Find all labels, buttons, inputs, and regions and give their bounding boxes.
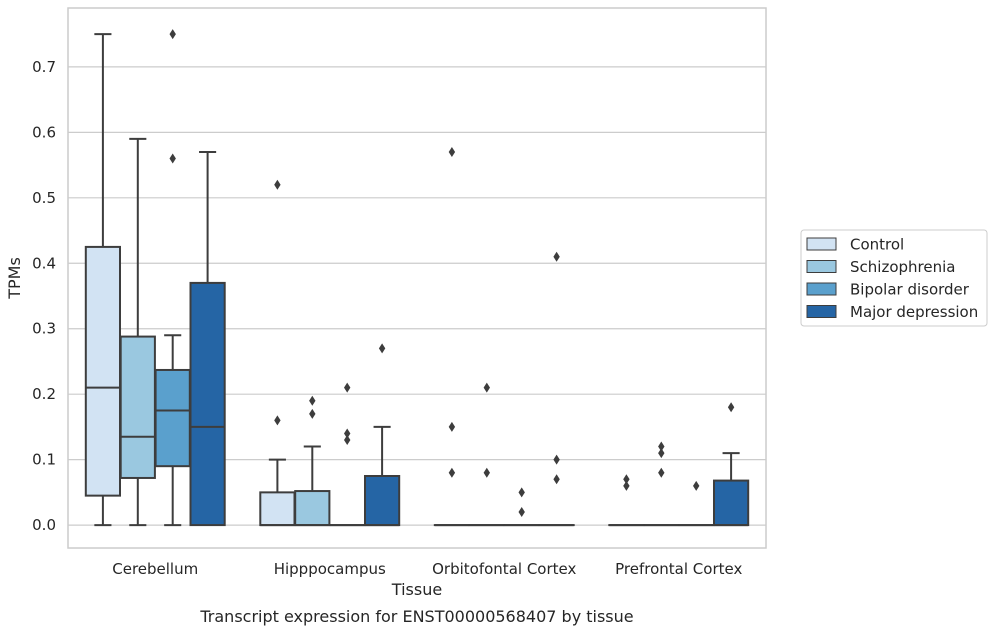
- box-body: [295, 491, 329, 525]
- outlier-point: [379, 343, 385, 353]
- box-2-2: [505, 487, 539, 525]
- box-1-3: [644, 442, 678, 526]
- box-body: [86, 247, 120, 496]
- x-tick-label: Cerebellum: [112, 560, 198, 578]
- box-2-3: [679, 481, 713, 525]
- x-tick-label: Hipppocampus: [274, 560, 386, 578]
- box-plot-series: [86, 29, 748, 525]
- box-3-1: [365, 343, 399, 525]
- box-3-3: [714, 402, 748, 525]
- y-tick-label: 0.0: [32, 516, 56, 534]
- outlier-point: [693, 481, 699, 491]
- box-body: [156, 370, 190, 466]
- outlier-point: [344, 428, 350, 438]
- outlier-point: [344, 383, 350, 393]
- box-0-3: [609, 474, 643, 525]
- y-tick-label: 0.7: [32, 58, 56, 76]
- box-body: [190, 283, 224, 525]
- legend-label: Control: [850, 236, 904, 254]
- outlier-point: [484, 468, 490, 478]
- box-2-1: [330, 383, 364, 525]
- box-1-2: [470, 383, 504, 525]
- outlier-point: [658, 468, 664, 478]
- x-tick-labels: Cerebellum Hipppocampus Orbitofontal Corte…: [112, 560, 742, 578]
- outlier-point: [728, 402, 734, 412]
- outlier-point: [519, 507, 525, 517]
- outlier-point: [658, 442, 664, 452]
- y-tick-label: 0.4: [32, 254, 56, 272]
- outlier-point: [553, 252, 559, 262]
- outlier-point: [449, 468, 455, 478]
- x-tick-label: Prefrontal Cortex: [615, 560, 742, 578]
- x-tick-label: Orbitofontal Cortex: [432, 560, 576, 578]
- legend-swatch: [807, 306, 836, 318]
- outlier-point: [309, 396, 315, 406]
- box-body: [714, 481, 748, 526]
- box-3-2: [539, 252, 573, 525]
- y-tick-label: 0.5: [32, 189, 56, 207]
- outlier-point: [274, 180, 280, 190]
- legend-swatch: [807, 238, 836, 250]
- y-tick-labels: 0.0 0.1 0.2 0.3 0.4 0.5 0.6 0.7: [32, 58, 56, 534]
- legend-swatch: [807, 261, 836, 273]
- box-1-0: [121, 139, 155, 525]
- box-0-1: [260, 180, 294, 525]
- outlier-point: [553, 455, 559, 465]
- box-body: [260, 492, 294, 525]
- y-tick-label: 0.6: [32, 123, 56, 141]
- outlier-point: [170, 29, 176, 39]
- box-2-0: [156, 29, 190, 525]
- box-0-0: [86, 34, 120, 525]
- chart-caption: Transcript expression for ENST0000056840…: [199, 607, 633, 626]
- y-tick-label: 0.3: [32, 320, 56, 338]
- outlier-point: [274, 415, 280, 425]
- y-tick-label: 0.1: [32, 451, 56, 469]
- legend-label: Bipolar disorder: [850, 281, 970, 299]
- outlier-point: [449, 147, 455, 157]
- legend-label: Schizophrenia: [850, 258, 955, 276]
- outlier-point: [519, 487, 525, 497]
- box-3-0: [190, 152, 224, 525]
- box-1-1: [295, 396, 329, 525]
- legend-label: Major depression: [850, 303, 978, 321]
- outlier-point: [449, 422, 455, 432]
- y-axis-label: TPMs: [5, 257, 24, 300]
- outlier-point: [484, 383, 490, 393]
- box-body: [121, 337, 155, 478]
- box-0-2: [435, 147, 469, 525]
- x-axis-label: Tissue: [391, 580, 442, 599]
- outlier-point: [309, 409, 315, 419]
- box-body: [365, 476, 399, 525]
- legend: Control Schizophrenia Bipolar disorder Majo…: [801, 230, 987, 326]
- outlier-point: [623, 474, 629, 484]
- legend-swatch: [807, 283, 836, 295]
- outlier-point: [170, 154, 176, 164]
- y-tick-label: 0.2: [32, 385, 56, 403]
- outlier-point: [553, 474, 559, 484]
